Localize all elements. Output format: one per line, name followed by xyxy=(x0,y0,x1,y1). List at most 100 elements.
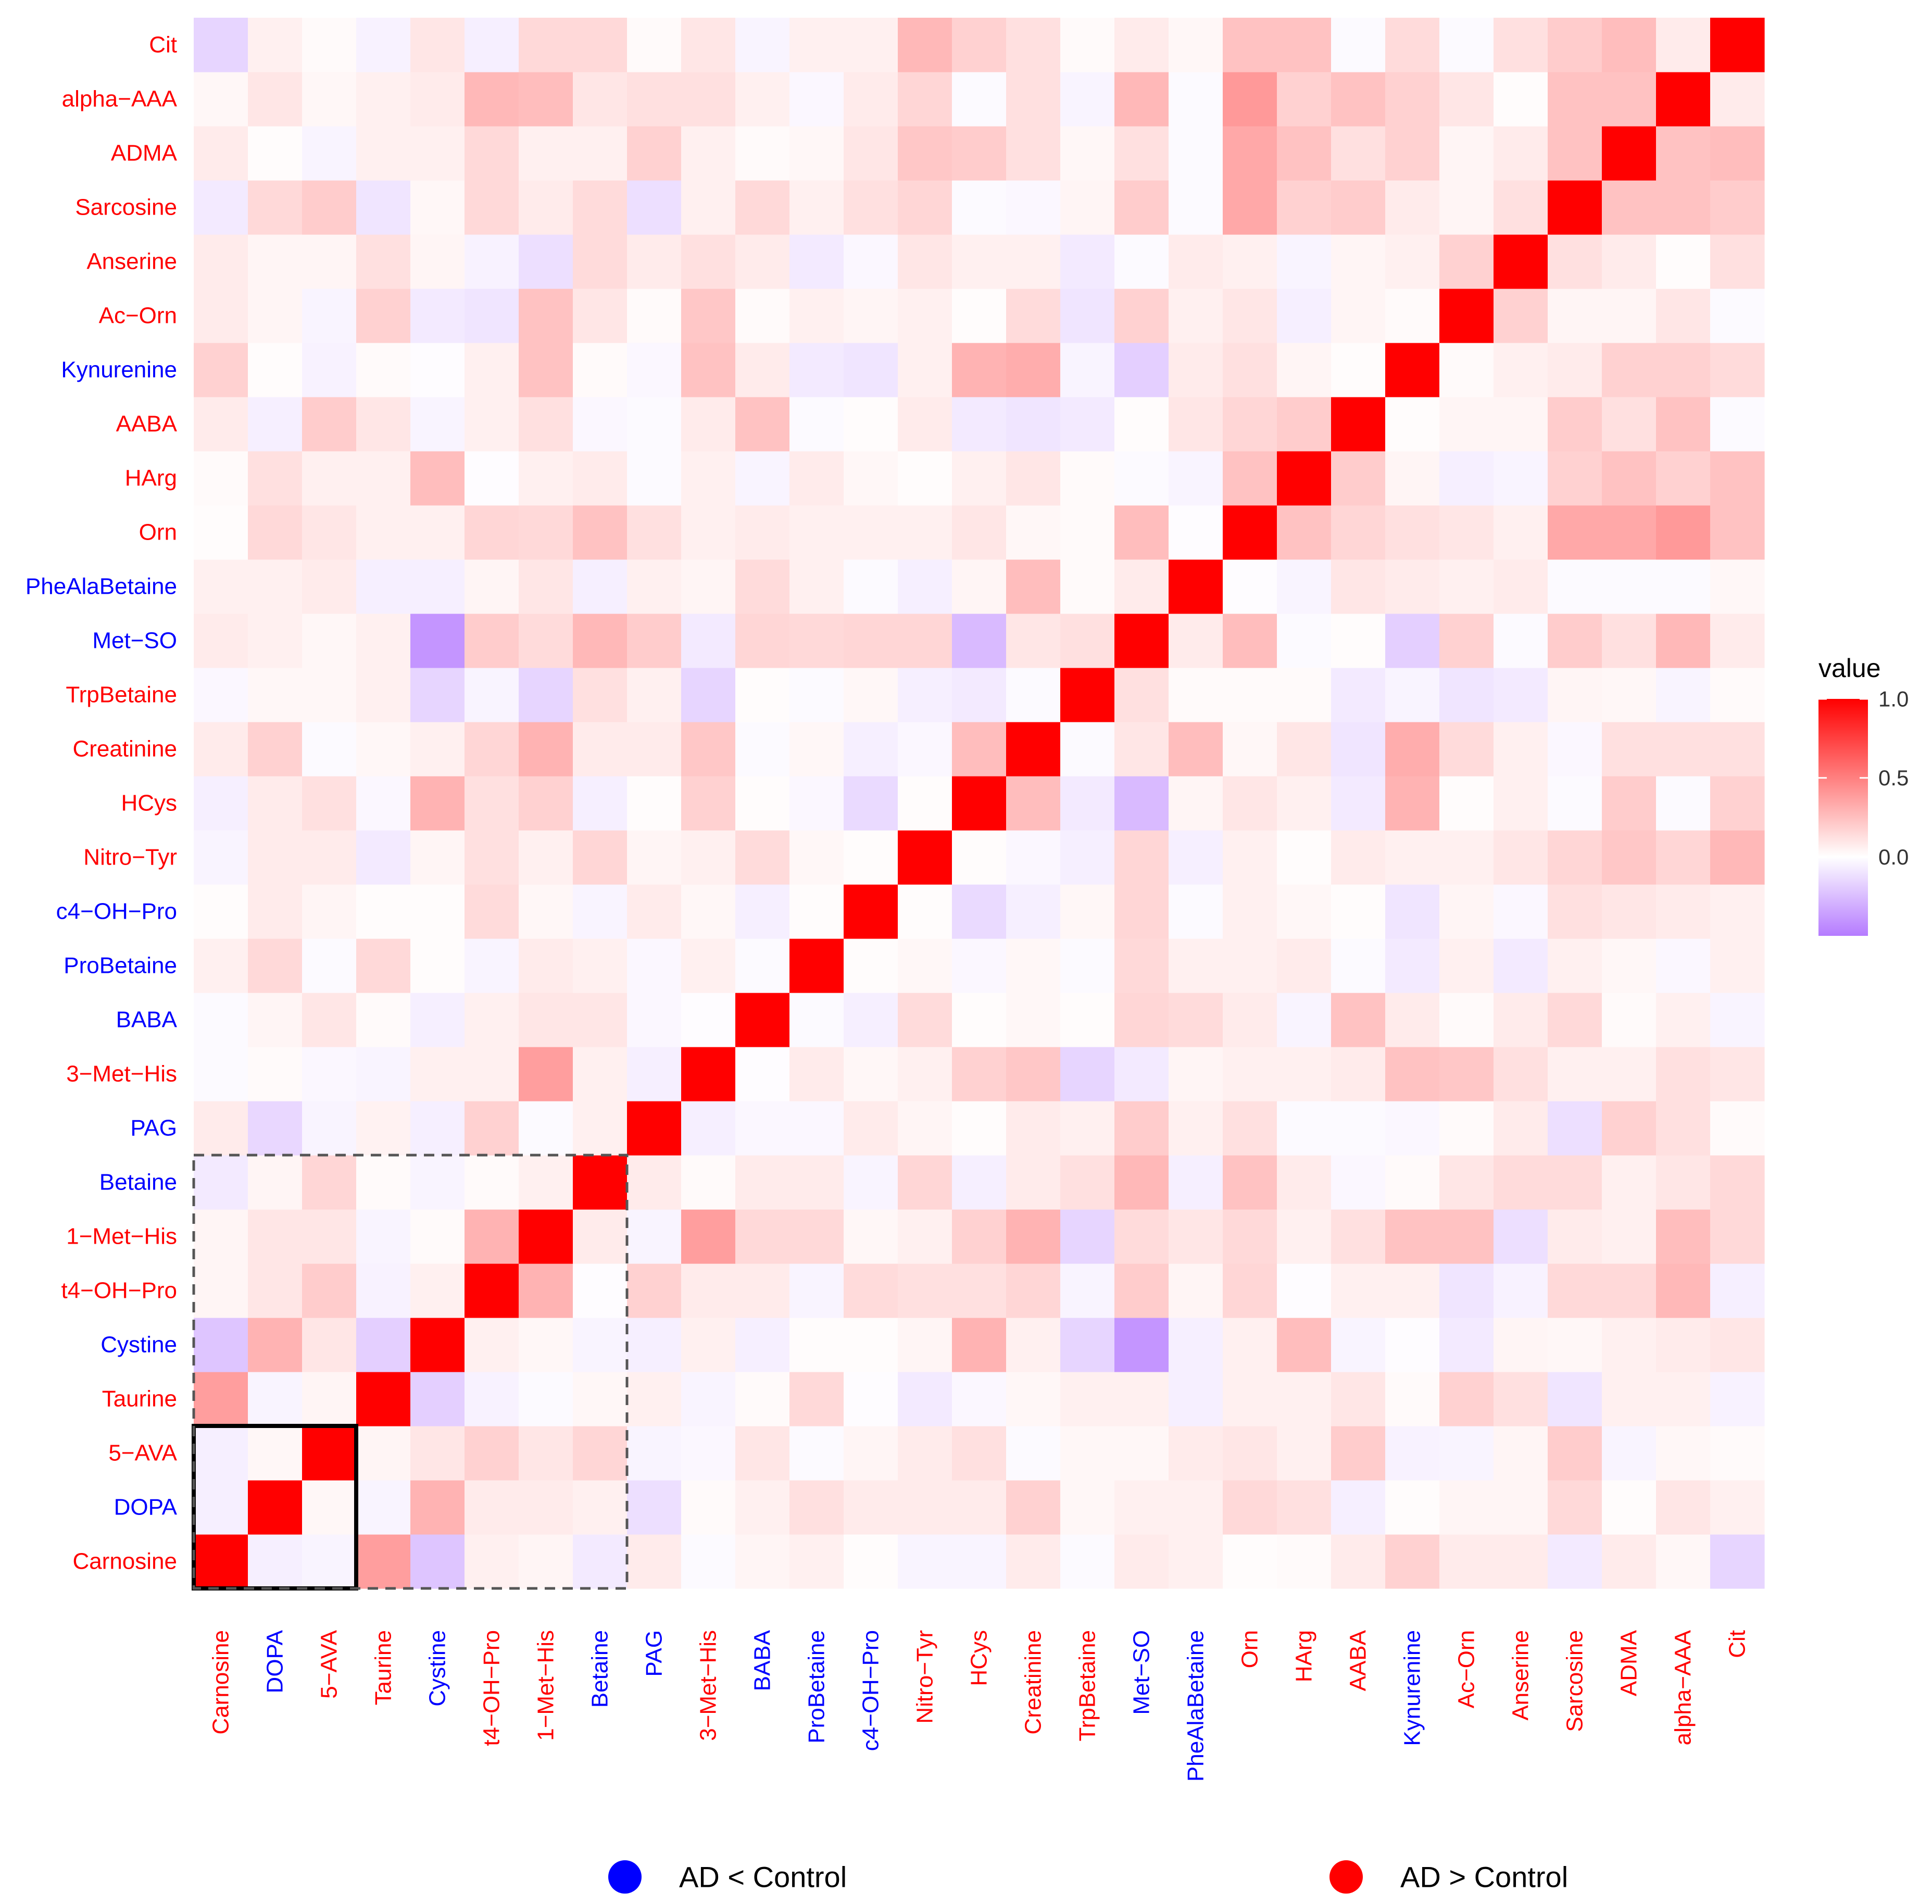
row-label: PAG xyxy=(130,1116,177,1141)
heatmap-cell xyxy=(1494,397,1548,452)
heatmap-cell xyxy=(410,72,465,127)
heatmap-cell xyxy=(1656,1426,1711,1481)
heatmap-cell xyxy=(1494,1426,1548,1481)
column-label: PheAlaBetaine xyxy=(1183,1630,1209,1782)
heatmap-cell xyxy=(1114,343,1169,397)
heatmap-cell xyxy=(1656,993,1711,1047)
column-label: Anserine xyxy=(1508,1630,1534,1721)
heatmap-cell xyxy=(356,993,411,1047)
heatmap-cell xyxy=(1710,289,1765,343)
heatmap-cell xyxy=(1494,1047,1548,1101)
heatmap-cell xyxy=(1277,613,1332,668)
heatmap-cell xyxy=(1331,234,1386,289)
heatmap-cell xyxy=(1602,830,1657,885)
heatmap-cell xyxy=(1060,830,1115,885)
heatmap-cell xyxy=(844,505,898,560)
heatmap-cell xyxy=(627,1534,682,1589)
heatmap-cell xyxy=(302,938,357,993)
heatmap-cell xyxy=(844,451,898,506)
heatmap-cell xyxy=(194,830,248,885)
heatmap-cell xyxy=(681,1155,736,1210)
heatmap-cell xyxy=(1439,993,1494,1047)
heatmap-cell xyxy=(1223,1263,1277,1318)
heatmap-cell xyxy=(248,180,303,235)
heatmap-cell xyxy=(302,1047,357,1101)
heatmap-cell xyxy=(465,776,519,831)
heatmap-cell xyxy=(356,938,411,993)
heatmap-cell xyxy=(1602,559,1657,614)
heatmap-cells xyxy=(194,18,1765,1589)
heatmap-cell xyxy=(1114,993,1169,1047)
heatmap-cell xyxy=(1602,451,1657,506)
heatmap-cell xyxy=(1548,722,1602,776)
column-label: HCys xyxy=(967,1630,992,1686)
column-label: 1−Met−His xyxy=(533,1630,559,1741)
heatmap-cell xyxy=(898,505,952,560)
heatmap-cell xyxy=(1169,126,1223,181)
heatmap-cell xyxy=(735,1209,790,1264)
heatmap-cell xyxy=(1710,1480,1765,1535)
heatmap-cell xyxy=(410,289,465,343)
heatmap-cell xyxy=(1006,505,1061,560)
heatmap-cell xyxy=(1548,234,1602,289)
heatmap-cell xyxy=(410,1101,465,1156)
heatmap-cell xyxy=(1602,1372,1657,1426)
heatmap-cell xyxy=(356,72,411,127)
heatmap-cell xyxy=(789,776,844,831)
heatmap-cell xyxy=(1710,1101,1765,1156)
heatmap-cell xyxy=(735,1101,790,1156)
heatmap-cell xyxy=(1277,234,1332,289)
heatmap-cell xyxy=(952,993,1007,1047)
heatmap-cell xyxy=(1223,126,1277,181)
column-label: Creatinine xyxy=(1021,1630,1046,1735)
heatmap-cell xyxy=(1494,451,1548,506)
heatmap-cell xyxy=(1710,1372,1765,1426)
heatmap-cell xyxy=(194,397,248,452)
heatmap-cell xyxy=(302,1372,357,1426)
heatmap-cell xyxy=(1710,830,1765,885)
heatmap-cell xyxy=(898,234,952,289)
heatmap-cell xyxy=(356,776,411,831)
heatmap-cell xyxy=(1006,938,1061,993)
heatmap-cell xyxy=(898,938,952,993)
heatmap-cell xyxy=(1602,180,1657,235)
column-labels: Carnosine DOPA 5−AVA Taurine Cystine t4−OH−Pr… xyxy=(208,1630,1750,1782)
heatmap-cell xyxy=(356,1155,411,1210)
heatmap-cell xyxy=(1548,776,1602,831)
heatmap-cell xyxy=(410,1047,465,1101)
heatmap-cell xyxy=(681,289,736,343)
heatmap-cell xyxy=(1439,72,1494,127)
column-label: ProBetaine xyxy=(804,1630,830,1744)
heatmap-cell xyxy=(1114,505,1169,560)
heatmap-cell xyxy=(248,559,303,614)
heatmap-cell xyxy=(1277,1263,1332,1318)
heatmap-cell xyxy=(1494,1534,1548,1589)
heatmap-cell xyxy=(1114,1155,1169,1210)
heatmap-cell xyxy=(573,1480,628,1535)
heatmap-cell xyxy=(1060,993,1115,1047)
row-label: Ac−Orn xyxy=(99,303,177,329)
heatmap-cell xyxy=(248,1372,303,1426)
heatmap-cell xyxy=(1385,180,1440,235)
heatmap-cell xyxy=(1602,938,1657,993)
heatmap-cell xyxy=(302,1318,357,1372)
heatmap-cell xyxy=(356,180,411,235)
heatmap-cell xyxy=(681,722,736,776)
heatmap-cell xyxy=(1223,451,1277,506)
heatmap-cell xyxy=(465,1047,519,1101)
heatmap-cell xyxy=(789,1155,844,1210)
heatmap-cell xyxy=(898,722,952,776)
heatmap-cell xyxy=(1169,289,1223,343)
heatmap-cell xyxy=(1006,613,1061,668)
heatmap-cell xyxy=(1494,289,1548,343)
heatmap-cell xyxy=(194,1263,248,1318)
heatmap-cell xyxy=(1169,830,1223,885)
row-label: alpha−AAA xyxy=(62,86,178,112)
heatmap-cell xyxy=(465,451,519,506)
heatmap-cell xyxy=(1277,776,1332,831)
heatmap-cell xyxy=(844,1372,898,1426)
heatmap-cell xyxy=(735,126,790,181)
heatmap-cell xyxy=(1385,505,1440,560)
heatmap-cell xyxy=(1494,722,1548,776)
heatmap-cell xyxy=(1494,1318,1548,1372)
